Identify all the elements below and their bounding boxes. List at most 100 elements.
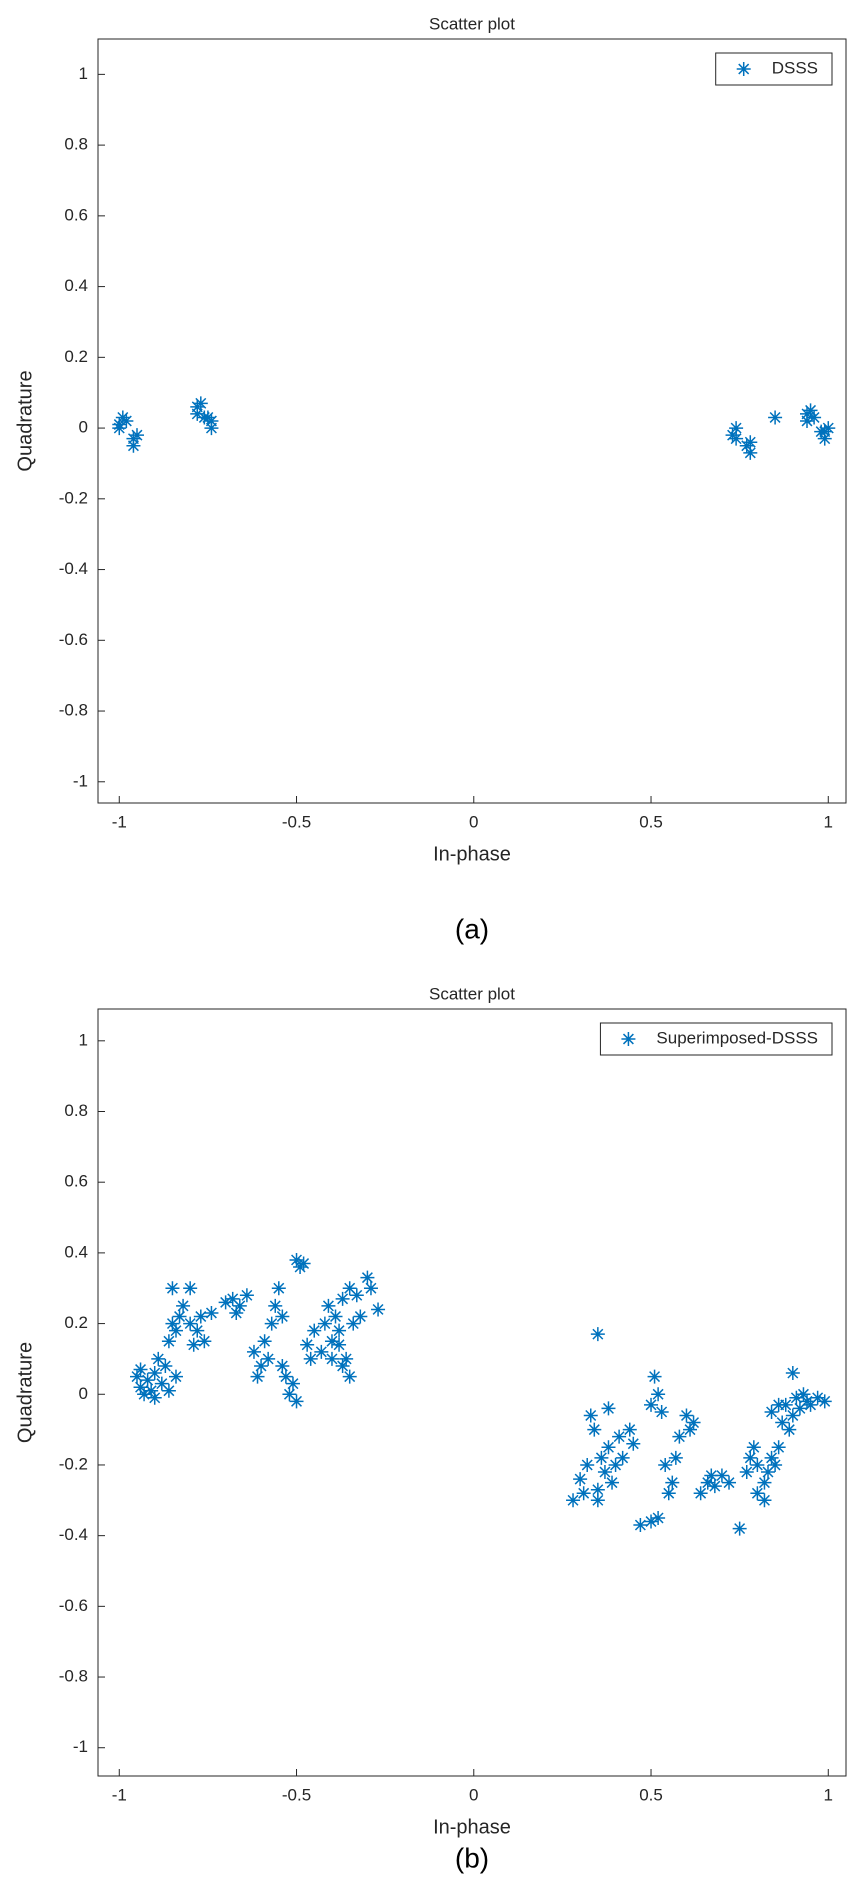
marker: [218, 1295, 233, 1310]
y-tick-label: 0.2: [64, 1313, 88, 1332]
marker: [165, 1316, 180, 1331]
marker: [651, 1510, 666, 1525]
marker: [342, 1369, 357, 1384]
legend-marker: [621, 1032, 636, 1046]
marker: [147, 1366, 162, 1381]
marker: [183, 1281, 198, 1296]
marker: [140, 1373, 155, 1388]
marker: [633, 1518, 648, 1533]
marker: [264, 1316, 279, 1331]
marker: [732, 1521, 747, 1536]
marker: [363, 1281, 378, 1296]
chart-title: Scatter plot: [429, 14, 515, 33]
marker: [594, 1450, 609, 1465]
y-tick-label: -0.8: [59, 1667, 88, 1686]
marker: [172, 1309, 187, 1324]
marker: [339, 1351, 354, 1366]
marker: [583, 1408, 598, 1423]
marker: [282, 1387, 297, 1402]
marker: [200, 410, 215, 425]
x-tick-label: 0: [469, 812, 478, 831]
marker: [661, 1486, 676, 1501]
marker: [204, 421, 219, 436]
marker: [144, 1383, 159, 1398]
marker: [190, 406, 205, 421]
marker: [246, 1344, 261, 1359]
y-tick-label: 0.4: [64, 1242, 88, 1261]
marker: [335, 1291, 350, 1306]
marker: [161, 1383, 176, 1398]
marker: [771, 1397, 786, 1412]
marker: [622, 1422, 637, 1437]
marker: [129, 428, 144, 443]
marker: [644, 1397, 659, 1412]
marker: [158, 1358, 173, 1373]
marker: [154, 1376, 169, 1391]
marker: [342, 1281, 357, 1296]
marker: [317, 1316, 332, 1331]
marker: [587, 1422, 602, 1437]
marker: [353, 1309, 368, 1324]
y-tick-label: 1: [79, 1030, 88, 1049]
x-tick-label: -1: [112, 1785, 127, 1804]
marker: [275, 1309, 290, 1324]
marker: [612, 1429, 627, 1444]
marker: [119, 414, 134, 428]
marker: [328, 1309, 343, 1324]
x-tick-label: 1: [824, 1785, 833, 1804]
y-tick-label: -0.2: [59, 488, 88, 507]
marker: [679, 1408, 694, 1423]
marker: [704, 1468, 719, 1483]
marker: [810, 1390, 825, 1405]
marker: [250, 1369, 265, 1384]
marker: [768, 1457, 783, 1472]
marker: [658, 1457, 673, 1472]
marker: [750, 1486, 765, 1501]
marker: [566, 1493, 581, 1508]
y-tick-label: -0.2: [59, 1454, 88, 1473]
marker: [183, 1316, 198, 1331]
y-tick-label: 0.4: [64, 276, 88, 295]
marker: [764, 1450, 779, 1465]
legend-box: [715, 52, 833, 86]
marker: [285, 1376, 300, 1391]
marker: [757, 1493, 772, 1508]
marker: [743, 435, 758, 450]
marker: [800, 414, 815, 428]
y-tick-label: 0: [79, 1384, 88, 1403]
x-tick-label: 0: [469, 1785, 478, 1804]
marker: [665, 1475, 680, 1490]
marker: [757, 1475, 772, 1490]
marker: [296, 1256, 311, 1271]
marker: [800, 1394, 815, 1409]
marker: [257, 1334, 272, 1349]
marker: [714, 1468, 729, 1483]
marker: [307, 1323, 322, 1338]
marker: [601, 1401, 616, 1416]
marker: [651, 1387, 666, 1402]
legend-box: [599, 1022, 833, 1056]
y-tick-label: 0.6: [64, 205, 88, 224]
marker: [792, 1401, 807, 1416]
marker: [693, 1486, 708, 1501]
legend: Superimposed-DSSS: [599, 1022, 833, 1056]
marker: [605, 1475, 620, 1490]
y-tick-label: 0.8: [64, 135, 88, 154]
y-tick-label: -0.8: [59, 701, 88, 720]
marker: [268, 1298, 283, 1313]
marker: [289, 1252, 304, 1267]
marker: [346, 1316, 361, 1331]
legend-marker: [736, 62, 751, 76]
marker: [722, 1475, 737, 1490]
marker: [371, 1302, 386, 1317]
marker: [590, 1493, 605, 1508]
marker: [129, 1369, 144, 1384]
marker: [225, 1291, 240, 1306]
y-tick-label: 0: [79, 418, 88, 437]
marker: [165, 1281, 180, 1296]
x-tick-label: 0.5: [639, 812, 663, 831]
marker: [800, 406, 815, 421]
caption: (a): [455, 913, 489, 944]
marker: [137, 1387, 152, 1402]
marker: [229, 1305, 244, 1320]
